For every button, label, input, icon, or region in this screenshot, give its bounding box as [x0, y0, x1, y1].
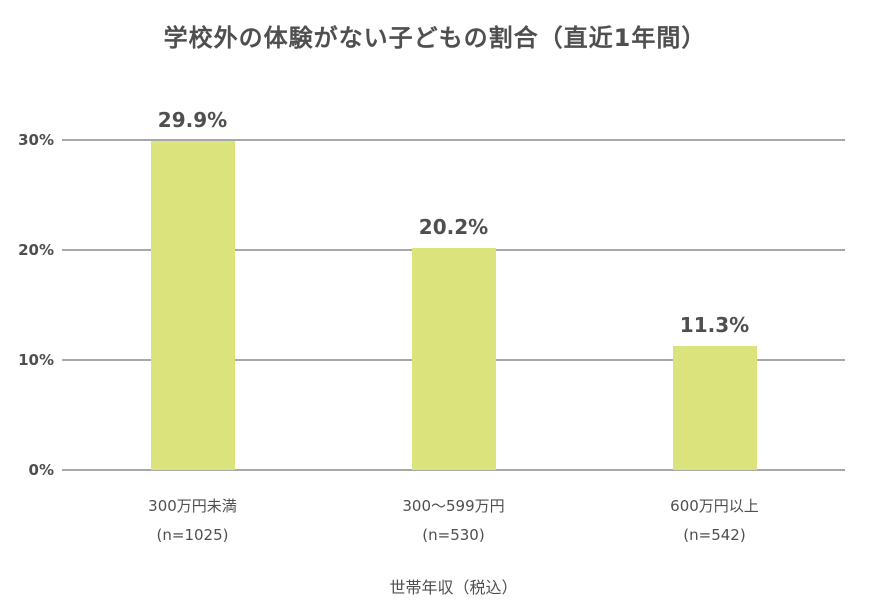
y-tick-label: 20% [18, 241, 54, 259]
y-tick-label: 30% [18, 131, 54, 149]
y-tick-label: 10% [18, 351, 54, 369]
x-category-sample-size: (n=542) [683, 526, 746, 545]
gridline-0% [62, 469, 845, 471]
bar-0 [150, 141, 235, 470]
x-category-sample-size: (n=530) [422, 526, 485, 545]
x-axis-title: 世帯年収（税込） [389, 578, 518, 597]
x-category-name: 600万円以上 [670, 497, 759, 515]
x-category-label: 600万円以上 (n=542) [605, 492, 825, 551]
x-category-name: 300〜599万円 [402, 497, 505, 515]
bar-value-label: 29.9% [157, 108, 228, 133]
y-tick-label: 0% [28, 461, 54, 479]
bar-1 [411, 247, 496, 470]
bar-value-label: 11.3% [679, 312, 750, 337]
gridline-30% [62, 139, 845, 141]
x-category-sample-size: (n=1025) [156, 526, 229, 545]
x-category-label: 300万円未満 (n=1025) [83, 492, 303, 551]
bar-2 [672, 345, 757, 470]
x-category-name: 300万円未満 [148, 497, 237, 515]
x-category-label: 300〜599万円 (n=530) [344, 492, 564, 551]
chart-title: 学校外の体験がない子どもの割合（直近1年間） [163, 24, 707, 52]
bar-value-label: 20.2% [418, 214, 489, 239]
plot-area: 0% 10% 20% 30% 29.9% 300万円未満 (n=1025) 20.2% 300〜… [18, 108, 845, 544]
